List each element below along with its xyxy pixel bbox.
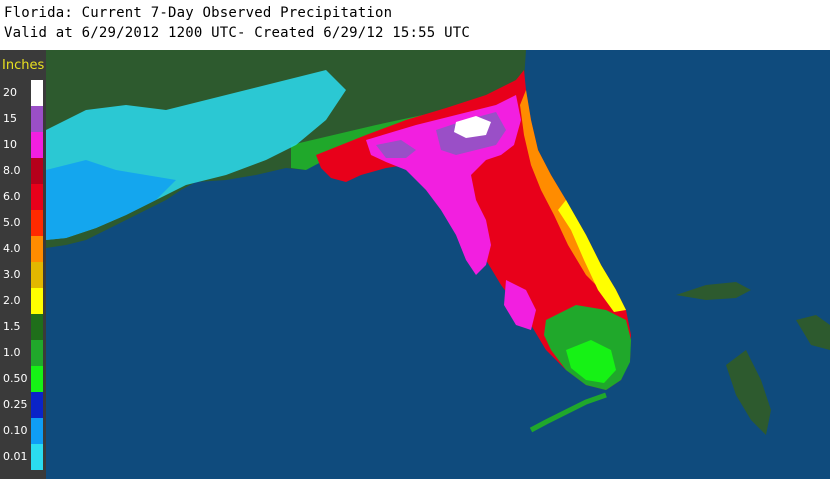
legend-row: 0.01 (0, 444, 46, 470)
precip-band-blue-west (46, 160, 176, 240)
legend-swatch (31, 314, 43, 340)
legend-label: 0.25 (3, 398, 28, 411)
legend-label: 0.50 (3, 372, 28, 385)
legend-label: 8.0 (3, 164, 21, 177)
legend-label: 15 (3, 112, 17, 125)
legend-label: 10 (3, 138, 17, 151)
legend-row: 1.5 (0, 314, 46, 340)
precip-band-yellow-east (558, 200, 626, 312)
legend-swatch (31, 262, 43, 288)
legend-swatch (31, 106, 43, 132)
bahamas-island-3 (796, 315, 830, 350)
legend-swatch (31, 80, 43, 106)
legend-label: 5.0 (3, 216, 21, 229)
precip-band-south-lightgreen (566, 340, 616, 383)
legend-row: 3.0 (0, 262, 46, 288)
legend-swatch (31, 444, 43, 470)
legend-row: 8.0 (0, 158, 46, 184)
legend-row: 0.50 (0, 366, 46, 392)
bahamas-island-2 (726, 350, 771, 435)
map-title: Florida: Current 7-Day Observed Precipit… (4, 5, 393, 21)
legend-row: 1.0 (0, 340, 46, 366)
legend-label: 0.01 (3, 450, 28, 463)
legend-row: 4.0 (0, 236, 46, 262)
legend-label: 0.10 (3, 424, 28, 437)
legend-swatch (31, 210, 43, 236)
legend-swatch (31, 418, 43, 444)
legend-row: 20 (0, 80, 46, 106)
legend-title: Inches (2, 58, 45, 73)
precip-extreme-white (454, 116, 491, 138)
legend-swatch (31, 184, 43, 210)
legend-swatch (31, 288, 43, 314)
legend-swatch (31, 132, 43, 158)
legend-swatch (31, 366, 43, 392)
legend-swatch (31, 236, 43, 262)
legend-row: 0.10 (0, 418, 46, 444)
precip-extreme-purple-west (376, 140, 416, 158)
florida-keys (529, 392, 607, 433)
legend-label: 3.0 (3, 268, 21, 281)
legend-row: 10 (0, 132, 46, 158)
legend-row: 2.0 (0, 288, 46, 314)
map-header: Florida: Current 7-Day Observed Precipit… (0, 0, 830, 50)
legend-label: 1.0 (3, 346, 21, 359)
legend-label: 2.0 (3, 294, 21, 307)
legend-swatch (31, 158, 43, 184)
legend-row: 15 (0, 106, 46, 132)
legend-row: 6.0 (0, 184, 46, 210)
legend-swatch (31, 340, 43, 366)
legend-label: 1.5 (3, 320, 21, 333)
bahamas-island-1 (676, 282, 751, 300)
map-valid-time: Valid at 6/29/2012 1200 UTC- Created 6/2… (4, 25, 470, 41)
precipitation-legend: Inches 20 15 10 8.0 6.0 5.0 4.0 3.0 2.0 1.5 1.0 0.5… (0, 50, 46, 479)
precip-heavy-magenta-south (504, 280, 536, 330)
legend-label: 6.0 (3, 190, 21, 203)
legend-label: 20 (3, 86, 17, 99)
precipitation-map (46, 50, 830, 479)
legend-label: 4.0 (3, 242, 21, 255)
legend-row: 5.0 (0, 210, 46, 236)
legend-swatch (31, 392, 43, 418)
legend-row: 0.25 (0, 392, 46, 418)
